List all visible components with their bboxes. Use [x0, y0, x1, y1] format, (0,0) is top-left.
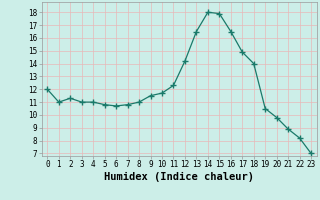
- X-axis label: Humidex (Indice chaleur): Humidex (Indice chaleur): [104, 172, 254, 182]
